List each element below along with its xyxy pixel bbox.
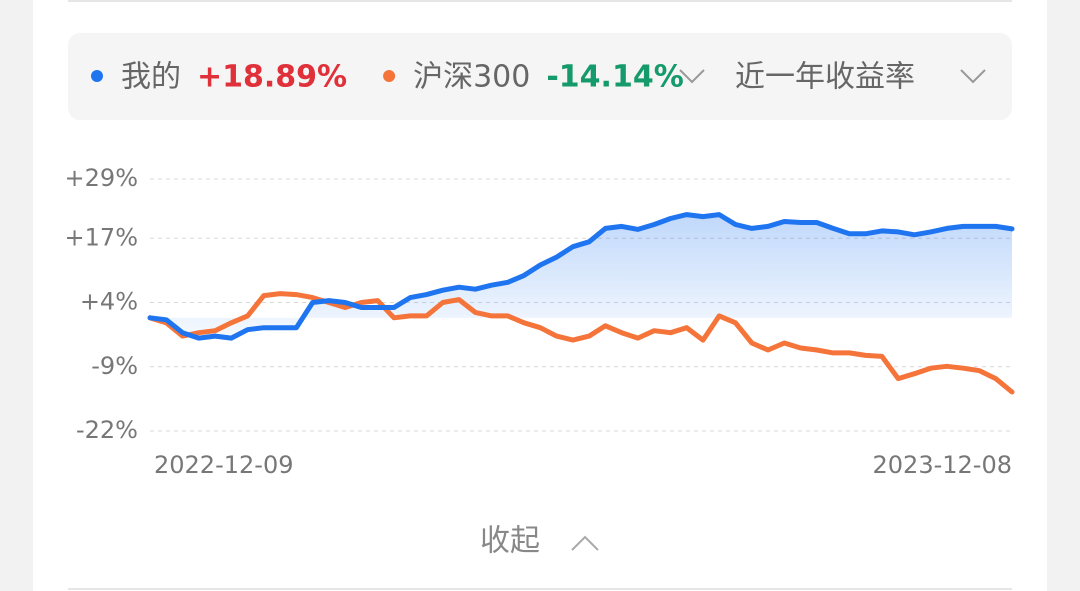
x-tick-label: 2023-12-08 bbox=[873, 451, 1012, 479]
line bbox=[147, 291, 1015, 395]
legend-marker bbox=[383, 70, 396, 82]
y-tick-label: -22% bbox=[76, 416, 138, 444]
x-tick-label: 2022-12-09 bbox=[154, 451, 293, 479]
legend-return: -14.14% bbox=[546, 60, 683, 95]
legend-return: +18.89% bbox=[197, 60, 347, 95]
line bbox=[147, 212, 1015, 341]
area bbox=[150, 214, 1012, 339]
y-tick-label: -9% bbox=[91, 352, 138, 380]
y-tick-label: +17% bbox=[65, 223, 138, 251]
legend: 我的 +18.89% 沪深300 -14.14% bbox=[91, 60, 684, 95]
legend-label: 我的 bbox=[121, 60, 181, 95]
period-selector[interactable]: 近一年收益率 bbox=[735, 60, 915, 95]
collapse-button[interactable]: 收起 bbox=[480, 524, 540, 559]
dropdown-icon[interactable] bbox=[679, 69, 705, 84]
dropdown-icon[interactable] bbox=[960, 69, 986, 84]
legend-marker bbox=[91, 70, 103, 82]
plot: +29% +17% +4% -9% -22% 2022-12-09 2023-12-08 bbox=[65, 164, 1015, 479]
legend-label: 沪深300 bbox=[413, 60, 530, 95]
y-tick-label: +29% bbox=[65, 164, 138, 192]
y-tick-label: +4% bbox=[80, 288, 138, 316]
collapse-icon[interactable] bbox=[571, 535, 599, 551]
legend-box bbox=[68, 33, 1012, 120]
